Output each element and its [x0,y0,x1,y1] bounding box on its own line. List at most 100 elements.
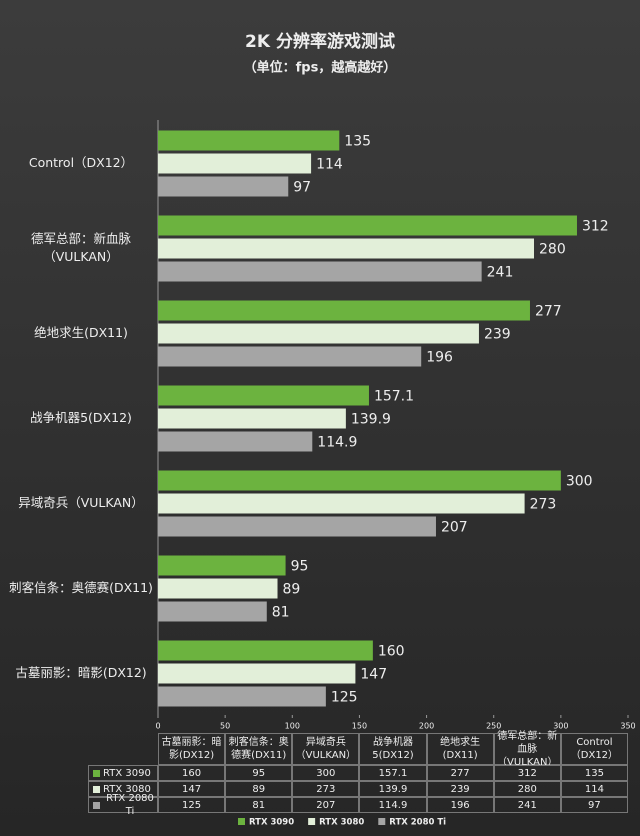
legend-label: RTX 2080 Ti [389,818,446,828]
category-label: 德军总部：新血脉（VULKAN） [30,230,131,264]
table-value: 273 [292,781,360,797]
x-tick-label: 200 [419,722,434,731]
legend-key [238,818,245,825]
bar [158,578,278,599]
data-label: 157.1 [374,389,414,405]
bar [158,640,373,661]
data-label: 300 [566,474,593,490]
table-value: 114.9 [359,797,427,813]
x-tick-label: 250 [486,722,501,731]
bar [158,323,479,344]
table-key [93,786,100,793]
table-series-name: RTX 3080 [88,781,158,797]
bar [158,470,561,491]
x-tick-label: 50 [220,722,230,731]
x-tick-label: 350 [620,722,635,731]
table-value: 157.1 [359,765,427,781]
chart-title: 2K 分辨率游戏测试 [245,31,395,52]
data-label: 196 [426,350,453,366]
chart-subtitle: （单位：fps，越高越好） [244,60,397,76]
bar [158,346,422,367]
table-value: 207 [292,797,360,813]
table-value: 277 [426,765,494,781]
data-label: 277 [535,304,562,320]
category-label: 异域奇兵（VULKAN） [18,494,144,510]
table-value: 97 [560,797,628,813]
table-key [93,770,100,777]
bar [158,686,326,707]
x-tick-label: 100 [285,722,300,731]
table-key [93,802,100,809]
data-label: 135 [344,134,371,150]
bar [158,385,369,406]
data-label: 97 [293,180,311,196]
table-series-name: RTX 3090 [88,765,158,781]
table-value: 95 [225,765,293,781]
bar [158,663,356,684]
category-label: 古墓丽影：暗影(DX12) [15,664,147,680]
table-value: 239 [426,781,494,797]
legend-label: RTX 3080 [319,818,364,828]
bar [158,300,530,321]
data-label: 147 [360,667,387,683]
data-label: 160 [378,644,405,660]
table-header: 绝地求生(DX11) [426,733,494,765]
bar [158,516,436,537]
table-value: 139.9 [359,781,427,797]
data-label: 312 [582,219,609,235]
data-label: 280 [539,242,566,258]
data-label: 81 [272,605,290,621]
data-label: 273 [530,497,557,513]
bar [158,153,312,174]
table-value: 114 [560,781,628,797]
table-value: 300 [292,765,360,781]
bar [158,176,289,197]
category-label: 战争机器5(DX12) [30,409,132,425]
table-value: 241 [493,797,561,813]
data-label: 125 [331,690,358,706]
data-label: 89 [283,582,301,598]
bar [158,408,346,429]
data-label: 114 [316,157,343,173]
bar [158,555,286,576]
table-header: 德军总部：新血脉（VULKAN） [493,731,561,768]
data-label: 114.9 [317,435,357,451]
table-header: Control（DX12） [560,733,628,765]
table-value: 280 [493,781,561,797]
data-label: 239 [484,327,511,343]
table-header: 刺客信条：奥德赛(DX11) [225,733,293,765]
table-value: 125 [158,797,226,813]
category-label: 刺客信条：奥德赛(DX11) [9,579,153,595]
table-series-name: RTX 2080 Ti [88,793,158,817]
data-label: 241 [487,265,514,281]
table-value: 147 [158,781,226,797]
table-header: 古墓丽影：暗影(DX12) [158,733,226,765]
legend-key [308,818,316,825]
category-label: Control（DX12） [28,154,134,170]
table-header: 战争机器5(DX12) [359,733,427,765]
x-tick-label: 0 [155,722,160,731]
table-value: 135 [560,765,628,781]
table-value: 89 [225,781,293,797]
legend-key [378,818,386,825]
bar [158,215,577,236]
data-label: 139.9 [351,412,391,428]
x-tick-label: 150 [352,722,367,731]
data-label: 207 [441,520,468,536]
table-header: 异域奇兵（VULKAN） [292,733,360,765]
bar [158,493,525,514]
table-value: 81 [225,797,293,813]
bar [158,130,340,151]
table-value: 160 [158,765,226,781]
bar [158,238,534,259]
bar [158,601,267,622]
data-label: 95 [291,559,309,575]
bar [158,261,482,282]
category-label: 绝地求生(DX11) [34,324,128,340]
bar [158,431,313,452]
table-value: 196 [426,797,494,813]
legend-label: RTX 3090 [249,818,294,828]
x-tick-label: 300 [553,722,568,731]
